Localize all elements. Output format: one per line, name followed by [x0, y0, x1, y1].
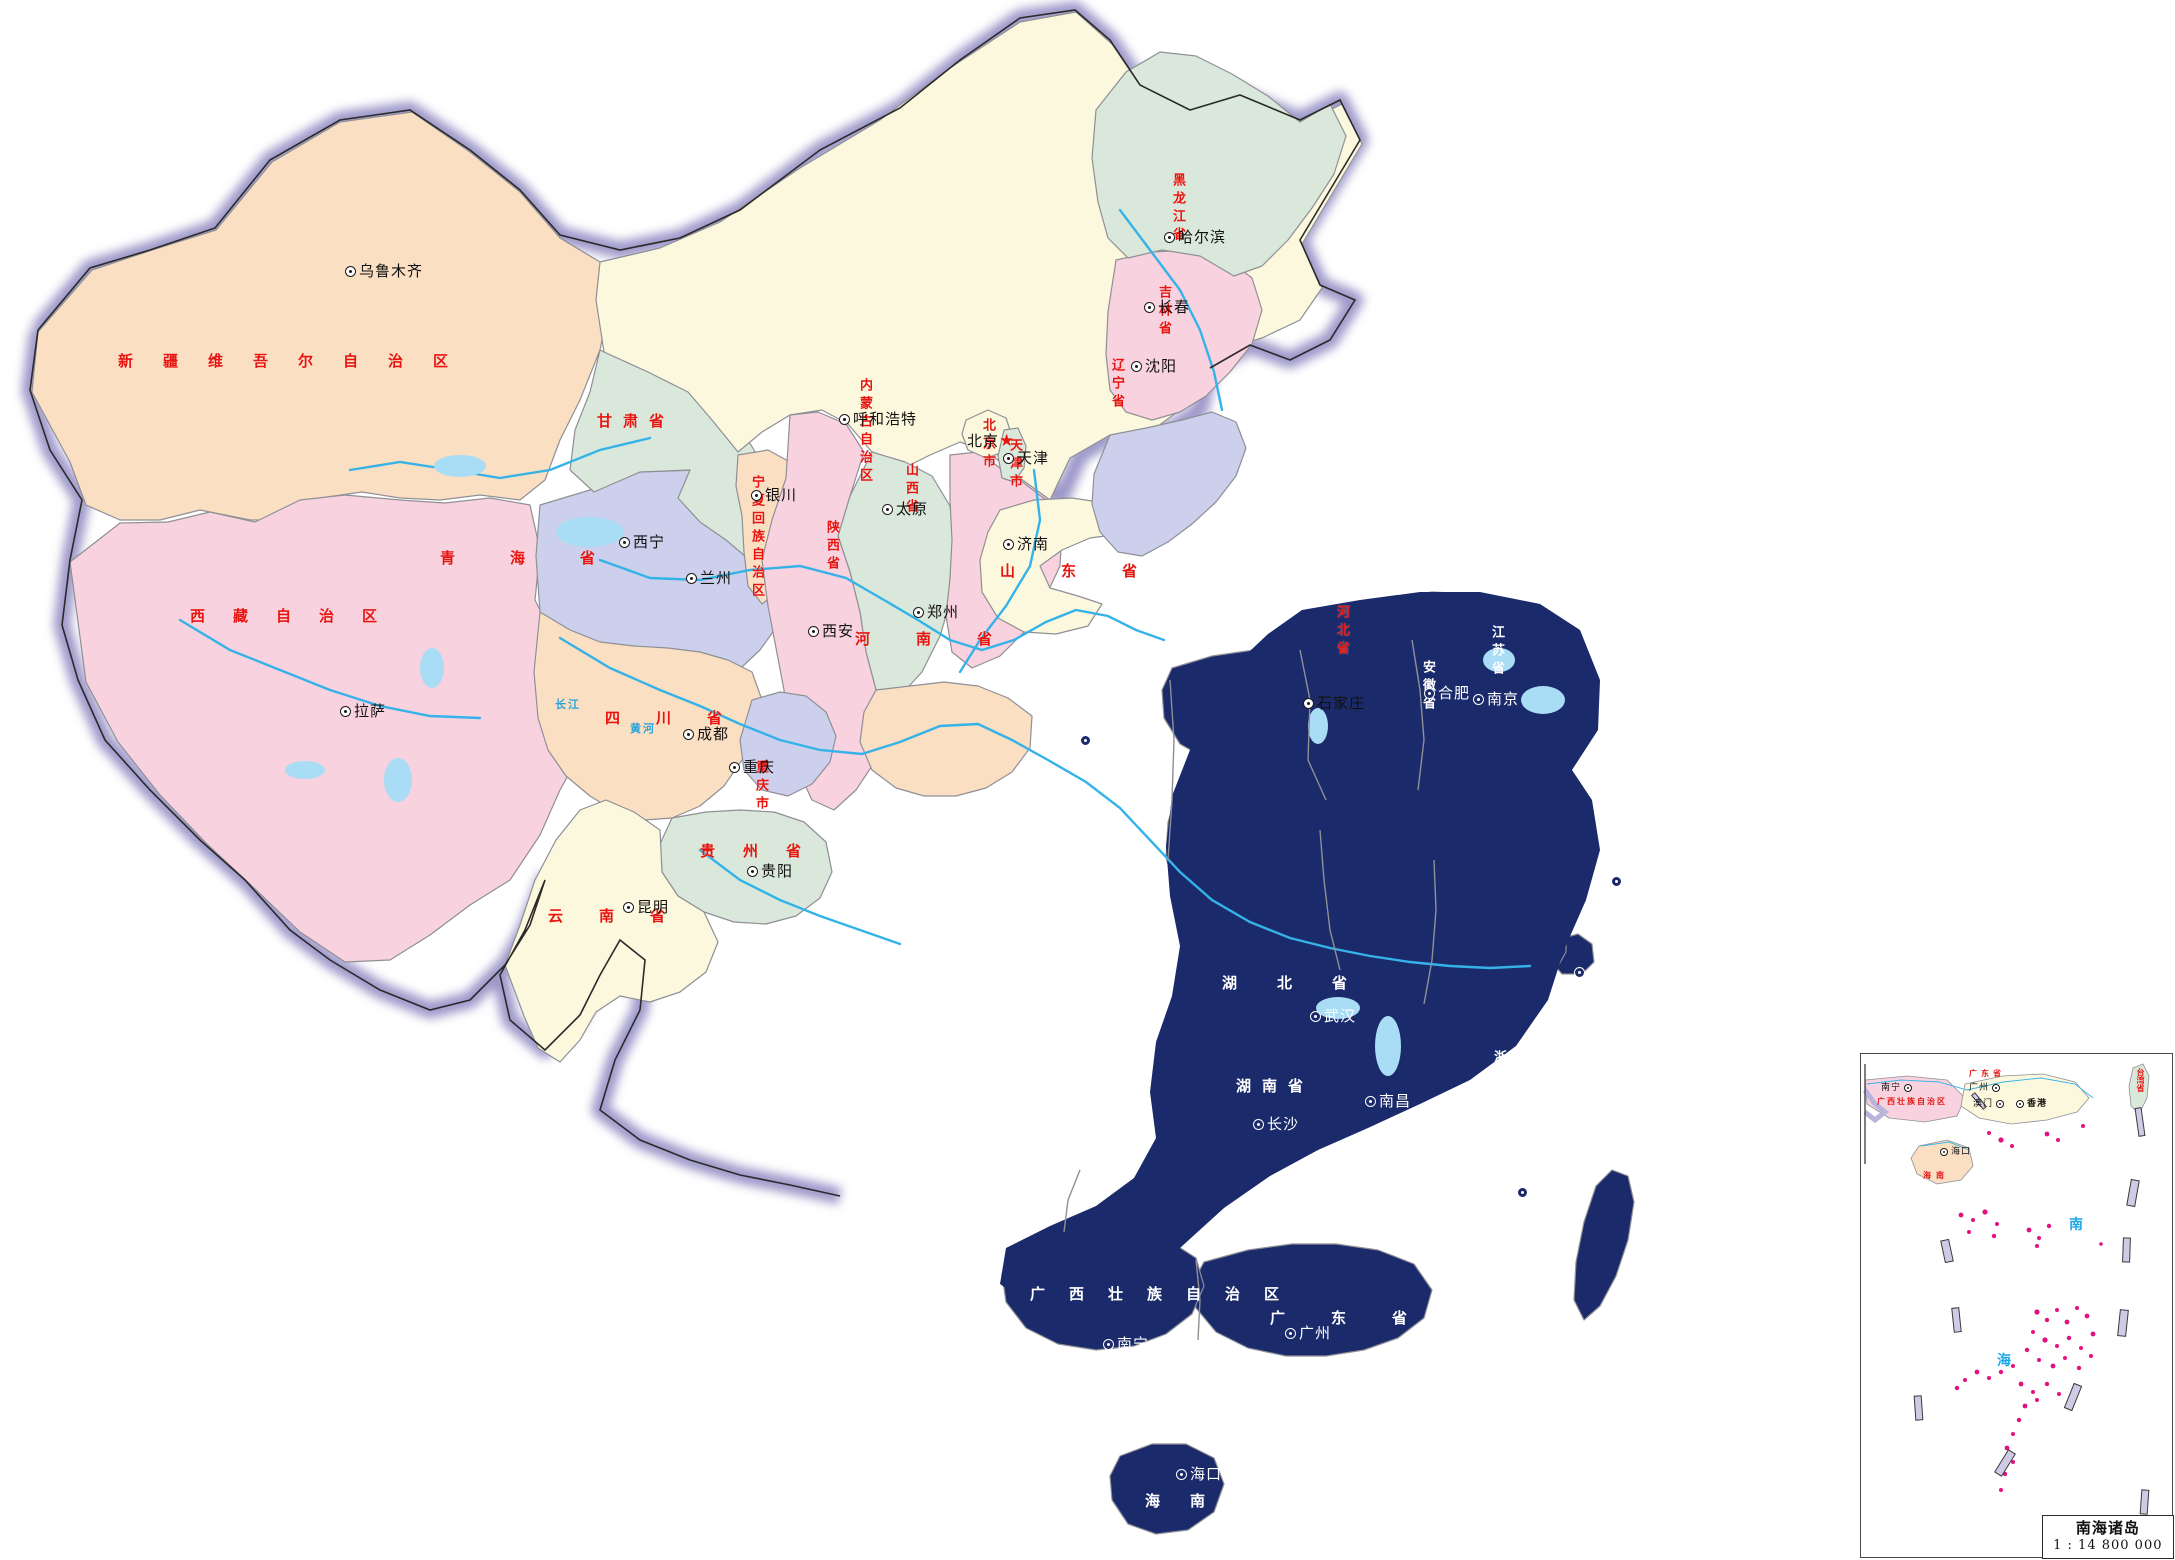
province-shape-jilin [1105, 249, 1263, 421]
province-shape-xinjiang [31, 111, 611, 521]
lakes [285, 455, 1565, 1076]
inset-halo [1862, 1088, 1890, 1124]
rivers [178, 208, 1532, 970]
province-shape-yunnan [504, 799, 719, 1063]
province-shape-chongqing [739, 691, 837, 797]
internal-boundaries [1063, 639, 1437, 1341]
inset-coast [1866, 1077, 2094, 1151]
province-shape-sichuan [533, 611, 763, 821]
province-shape-henan [859, 681, 1033, 797]
province-shape-heilongjiang [1091, 51, 1347, 277]
province-fills-highlighted [1000, 591, 1635, 1535]
province-shape-liaoning [1091, 411, 1247, 557]
inset-map-svg [1862, 1063, 2150, 1515]
south-china-sea-inset[interactable]: 广东省 广西壮族自治区 海南 台湾省 南宁 广州 澳门 香港 海口 南 海 南海… [1860, 1053, 2174, 1559]
inset-nine-dash-line [1913, 1092, 2150, 1515]
inset-guangxi [1864, 1075, 1966, 1123]
inset-hainan [1910, 1139, 1974, 1185]
province-shape-taiwan [1573, 1169, 1635, 1321]
national-outline [29, 9, 1361, 1197]
province-fills-normal [31, 11, 1363, 1063]
inset-caption: 南海诸岛 1 : 14 800 000 [2042, 1515, 2174, 1559]
province-shape-tibet [69, 494, 601, 963]
province-shape-hainan [1109, 1443, 1225, 1535]
inset-taiwan [2128, 1063, 2150, 1115]
inset-caption-title: 南海诸岛 [2075, 1519, 2140, 1538]
inset-reefs [1954, 1124, 2103, 1492]
province-shape-guangdong [1191, 1243, 1433, 1357]
inset-caption-scale: 1 : 14 800 000 [2053, 1537, 2163, 1553]
highlighted-region-mass [1000, 592, 1600, 1306]
